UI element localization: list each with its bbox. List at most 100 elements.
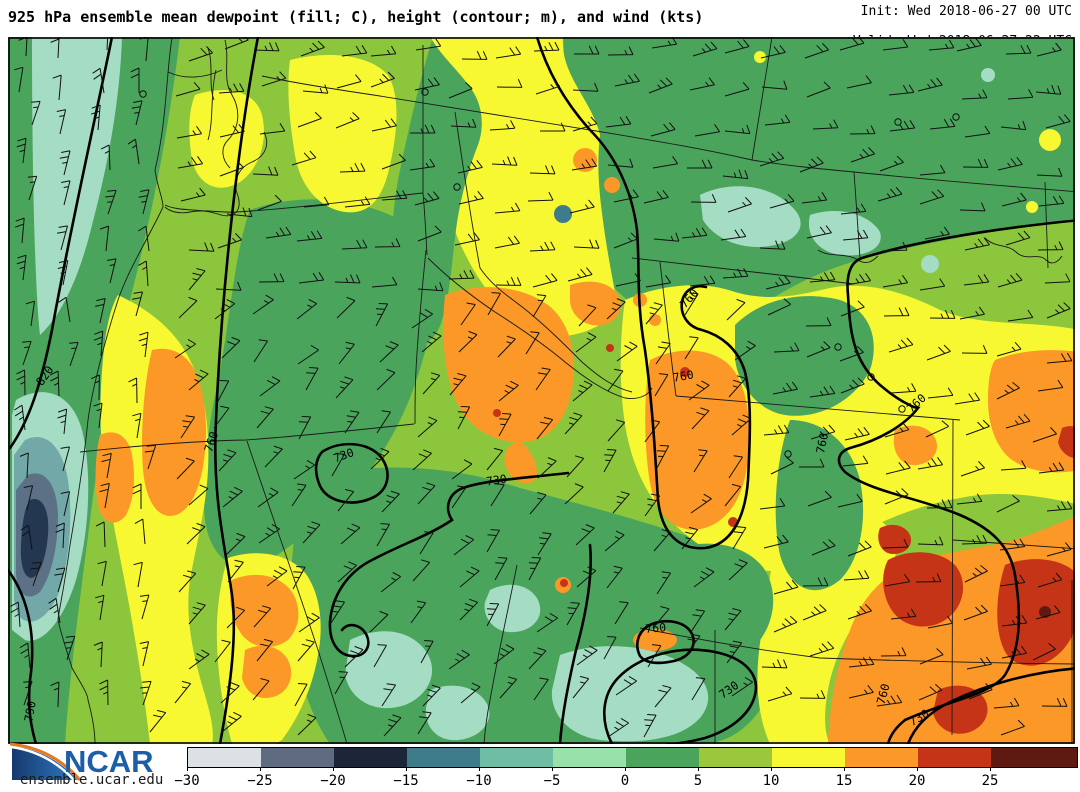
height-contour-label: 730 (331, 445, 355, 465)
wind-barb (1036, 167, 1063, 177)
wind-barb (1001, 192, 1027, 207)
calm-wind-circle (421, 88, 429, 96)
wind-barb (956, 37, 982, 52)
wind-barb (690, 609, 706, 633)
map-border (8, 37, 1075, 744)
wind-barb (1044, 273, 1071, 284)
wind-barb (186, 522, 206, 545)
wind-barb (802, 604, 827, 621)
wind-barb (252, 294, 274, 315)
wind-barb (256, 638, 274, 662)
height-contour-label: 760 (813, 431, 831, 454)
wind-barb (566, 602, 580, 626)
wind-barb (107, 258, 117, 284)
wind-barb (801, 192, 828, 204)
colorbar-tick (260, 767, 261, 771)
wind-barb-layer (10, 37, 1073, 738)
wind-barb (767, 298, 792, 316)
wind-barb (652, 156, 679, 169)
wind-barb (219, 123, 245, 138)
wind-barb (837, 493, 863, 508)
wind-barb (371, 276, 398, 288)
wind-barb (220, 682, 240, 704)
wind-barb (266, 566, 288, 587)
wind-barb (689, 77, 715, 91)
height-contour-730-corner (906, 667, 1075, 744)
wind-barb (877, 186, 903, 202)
wind-barb (997, 156, 1023, 171)
wind-barb (691, 677, 706, 701)
wind-barb (454, 232, 480, 246)
wind-barb (648, 77, 673, 94)
wind-barb (848, 656, 875, 668)
wind-barb (175, 81, 201, 97)
wind-barb (772, 381, 798, 395)
wind-barb (693, 567, 715, 588)
colorbar-tick-label: −30 (174, 773, 200, 789)
wind-barb (769, 193, 795, 209)
wind-barb (176, 457, 195, 480)
colorbar-tick-label: 25 (981, 773, 999, 789)
ncar-logo: NCAR ensemble.ucar.edu (8, 738, 183, 792)
wind-barb (459, 566, 480, 588)
wind-barb (414, 191, 440, 206)
wind-barb (331, 453, 345, 477)
wind-barb (684, 633, 701, 657)
wind-barb (964, 565, 988, 583)
wind-barb (537, 457, 557, 479)
wind-barb (296, 299, 318, 320)
colorbar-tick (844, 767, 845, 771)
wind-barb (494, 202, 521, 214)
wind-barb (458, 190, 484, 205)
height-contour-label: 790 (21, 700, 38, 723)
wind-barb (188, 268, 206, 291)
wind-barb (495, 46, 522, 59)
wind-barb (1041, 697, 1068, 707)
wind-barb (724, 608, 742, 631)
wind-barb (732, 526, 747, 550)
wind-barb (302, 521, 321, 544)
colorbar-tick (625, 767, 626, 771)
wind-barb (188, 369, 209, 391)
wind-barb (604, 530, 625, 552)
wind-barb (929, 118, 956, 130)
wind-barb (130, 67, 140, 93)
wind-barb (95, 521, 106, 548)
wind-barb (222, 486, 243, 508)
wind-barb (806, 81, 831, 98)
wind-barb (227, 559, 244, 583)
wind-barb (919, 164, 946, 176)
colorbar-tick-label: 10 (762, 773, 780, 789)
wind-barb (607, 46, 634, 56)
wind-barb (722, 169, 749, 180)
wind-barb (453, 535, 475, 556)
colorbar-tick-label: −5 (543, 773, 561, 789)
wind-barb (964, 125, 991, 138)
wind-barb (525, 331, 540, 355)
wind-barb (652, 606, 670, 629)
wind-barb (497, 335, 516, 358)
wind-barb (139, 594, 150, 620)
wind-barb (724, 81, 750, 97)
wind-barb (221, 711, 242, 733)
wind-barb (614, 601, 629, 625)
wind-barb (226, 207, 253, 218)
wind-barb (536, 612, 558, 633)
wind-barb (606, 298, 626, 320)
wind-barb (1001, 645, 1027, 659)
wind-barb (213, 405, 230, 429)
wind-barb (1046, 302, 1071, 319)
wind-barb (180, 415, 196, 439)
wind-barb (681, 227, 708, 239)
wind-barb (93, 402, 103, 429)
wind-barb (728, 375, 747, 398)
wind-barb (493, 644, 515, 665)
wind-barb (459, 598, 479, 621)
wind-barb (961, 344, 988, 354)
wind-barb (451, 459, 473, 480)
wind-barb (417, 711, 432, 735)
wind-barb (371, 118, 397, 132)
wind-barb (58, 296, 71, 323)
wind-barb (806, 341, 831, 358)
wind-barb (572, 380, 593, 402)
